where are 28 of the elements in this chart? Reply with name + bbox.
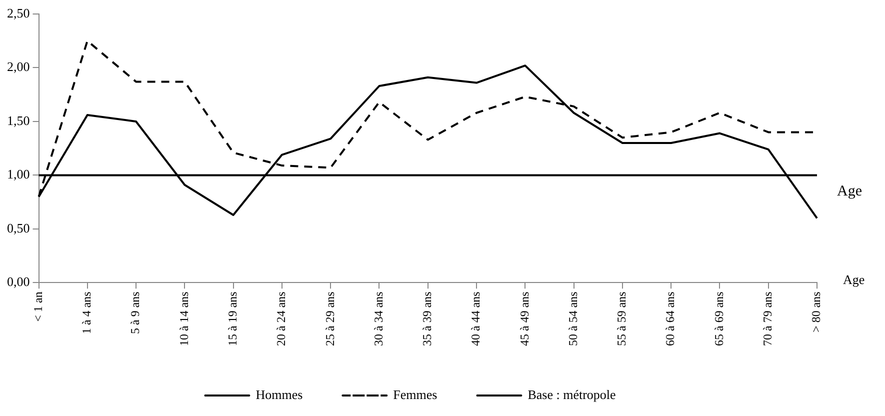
- x-tick-label: > 80 ans: [809, 291, 824, 332]
- y-tick-label: 0,50: [7, 220, 30, 236]
- x-tick-label: 5 à 9 ans: [128, 291, 142, 334]
- y-tick-label: 1,50: [7, 112, 30, 128]
- y-tick-label: 2,50: [7, 5, 30, 20]
- x-axis-title: Age: [843, 272, 865, 288]
- x-tick-label: 50 à 54 ans: [566, 291, 580, 346]
- y-tick-label: 0,00: [7, 274, 30, 290]
- x-tick-label: 30 à 34 ans: [371, 291, 386, 346]
- x-tick-label: 20 à 24 ans: [274, 291, 288, 346]
- x-tick-label: 25 à 29 ans: [322, 291, 337, 346]
- x-tick-label: 10 à 14 ans: [176, 291, 191, 346]
- legend-label: Femmes: [393, 386, 438, 402]
- x-tick-label: 55 à 59 ans: [614, 291, 629, 346]
- x-tick-label: 15 à 19 ans: [225, 291, 240, 346]
- x-tick-label: < 1 an: [30, 292, 45, 322]
- x-tick-label: 40 à 44 ans: [468, 291, 483, 346]
- x-tick-label: 70 à 79 ans: [760, 291, 775, 346]
- legend-label: Hommes: [256, 386, 303, 402]
- text: Age: [837, 183, 862, 200]
- y-tick-label: 2,00: [7, 59, 30, 74]
- x-tick-label: 60 à 64 ans: [663, 291, 678, 346]
- x-tick-label: 1 à 4 ans: [80, 291, 94, 334]
- legend-label: Base : métropole: [528, 386, 616, 402]
- x-tick-label: 35 à 39 ans: [420, 291, 434, 346]
- x-tick-label: 65 à 69 ans: [712, 291, 726, 346]
- x-tick-label: 45 à 49 ans: [517, 291, 532, 346]
- y-tick-label: 1,00: [7, 166, 30, 182]
